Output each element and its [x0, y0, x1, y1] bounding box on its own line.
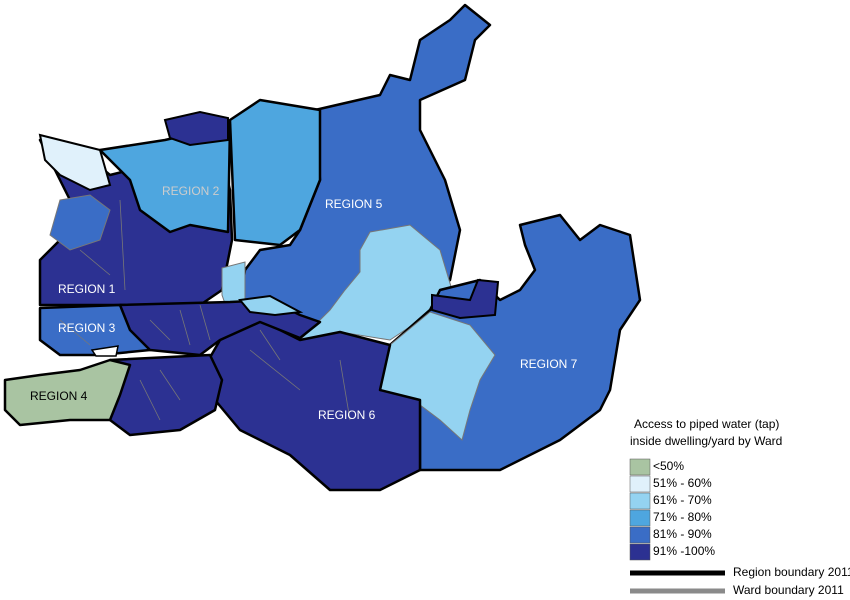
region-label: REGION 4	[30, 389, 88, 403]
legend-swatch	[629, 492, 651, 510]
region-label: REGION 6	[318, 408, 376, 422]
region-label: REGION 5	[325, 197, 383, 211]
region-label: REGION 1	[58, 282, 116, 296]
legend-label: 81% - 90%	[653, 527, 712, 541]
legend-label: 91% -100%	[653, 544, 715, 558]
legend-swatch	[629, 509, 651, 527]
legend-swatch	[629, 526, 651, 544]
legend-swatch	[629, 458, 651, 476]
region-3-ward	[238, 294, 304, 317]
south-area	[108, 353, 224, 437]
legend: Access to piped water (tap) inside dwell…	[629, 417, 850, 597]
region-2-ward	[163, 110, 229, 147]
legend-label: 51% - 60%	[653, 476, 712, 490]
legend-label: Ward boundary 2011	[733, 583, 844, 597]
region-7-ward	[431, 278, 500, 320]
region-1-ward	[38, 133, 112, 192]
region-labels: REGION 1 REGION 2 REGION 3 REGION 4 REGI…	[30, 184, 578, 422]
legend-swatch	[629, 475, 651, 493]
region-3-ward	[90, 345, 119, 357]
legend-swatch	[629, 543, 651, 561]
legend-title: inside dwelling/yard by Ward	[630, 434, 782, 448]
legend-label: 71% - 80%	[653, 510, 712, 524]
region-2-east	[228, 98, 322, 247]
region-label: REGION 2	[162, 184, 220, 198]
region-label: REGION 7	[520, 357, 578, 371]
region-1-ward	[49, 194, 111, 251]
legend-title: Access to piped water (tap)	[634, 417, 779, 431]
region-6-area	[198, 318, 422, 492]
legend-label: 61% - 70%	[653, 493, 712, 507]
legend-label: <50%	[653, 459, 684, 473]
ward-boundaries	[59, 199, 351, 421]
legend-label: Region boundary 2011	[733, 565, 850, 579]
region-4-area	[3, 358, 132, 427]
map	[3, 3, 642, 492]
region-label: REGION 3	[58, 321, 116, 335]
